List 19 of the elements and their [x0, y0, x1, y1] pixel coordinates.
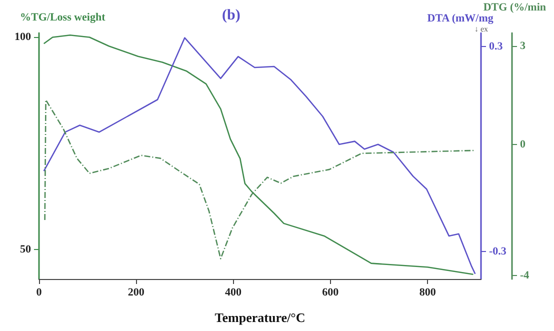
- x-axis-title: Temperature/°C: [214, 310, 306, 325]
- x-tick-label: 600: [322, 286, 340, 298]
- y3-tick-label: 0: [520, 138, 526, 151]
- y3-axis-title: DTG (%/min: [483, 2, 546, 14]
- y-axis-title: %TG/Loss weight: [20, 12, 106, 24]
- y3-tick-label: 3: [520, 40, 526, 52]
- chart-title: (b): [222, 8, 240, 24]
- y2-tick-label: -0.3: [489, 246, 507, 258]
- line-series: [44, 99, 476, 260]
- x-tick-label: 200: [128, 286, 145, 298]
- annotation: ↓ ex: [474, 24, 488, 34]
- x-tick-label: 800: [419, 286, 436, 298]
- x-tick-label: 400: [225, 286, 242, 298]
- y3-tick-label: -4: [520, 270, 530, 282]
- x-tick-label: 0: [36, 286, 42, 298]
- y2-axis-title: DTA (mW/mg: [427, 12, 494, 24]
- y-tick-label: 100: [14, 31, 32, 44]
- y2-tick-label: 0.3: [489, 40, 504, 53]
- y-tick-label: 50: [20, 243, 32, 256]
